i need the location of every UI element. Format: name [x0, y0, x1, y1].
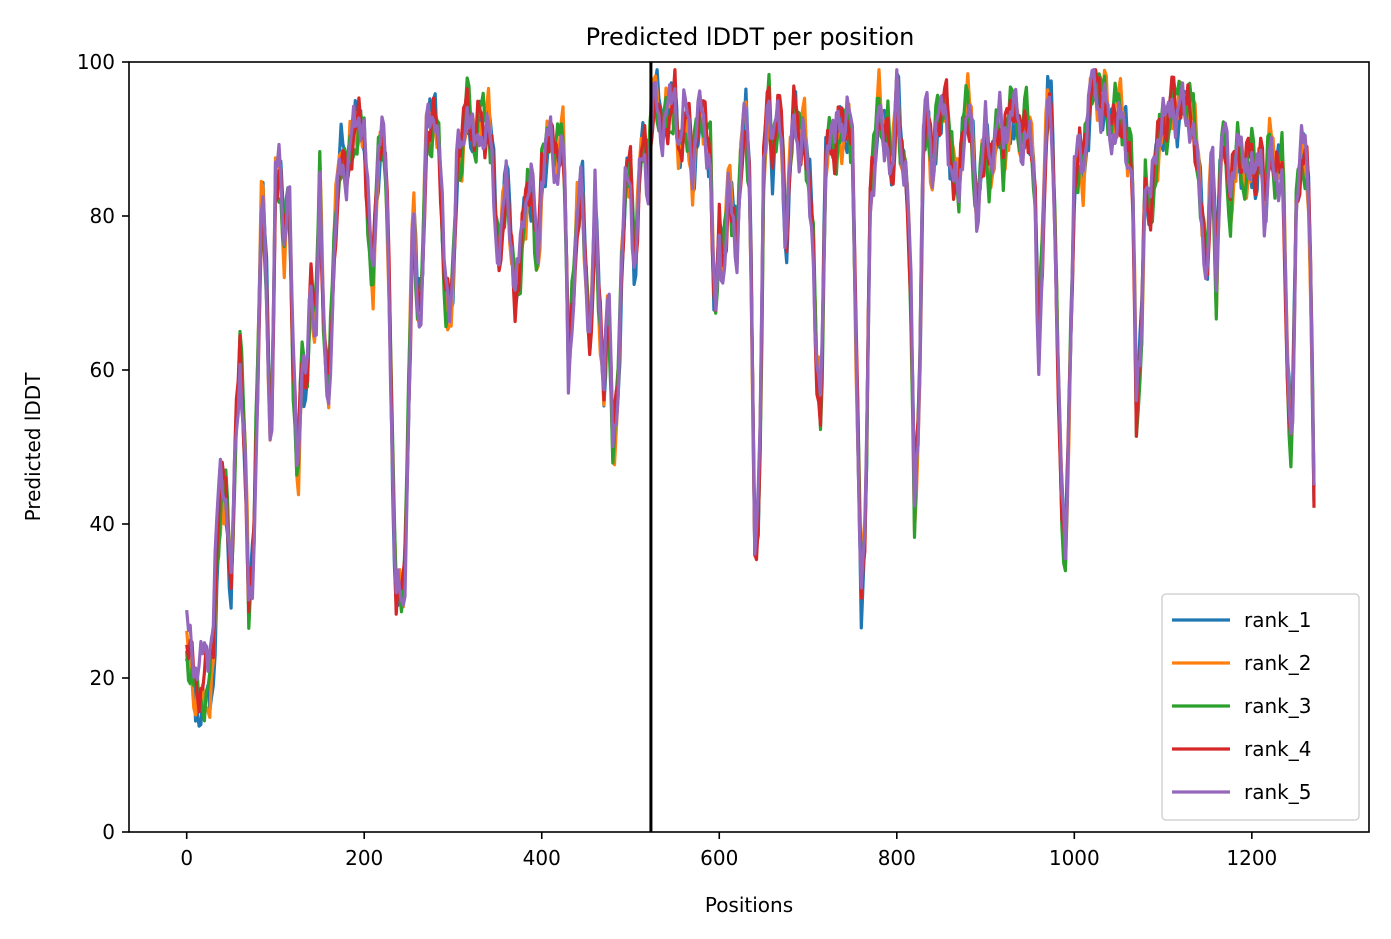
x-tick-label: 0: [180, 846, 193, 870]
x-axis-title: Positions: [705, 893, 793, 917]
axes-layer: 0 200 400 600 800 1000 1200 0 20 40 60 80 100: [77, 50, 1277, 870]
chart-title: Predicted lDDT per position: [586, 23, 915, 51]
y-axis-title: Predicted lDDT: [21, 372, 45, 522]
x-tick-label: 1000: [1049, 846, 1100, 870]
x-tick-label: 600: [700, 846, 738, 870]
y-tick-label: 80: [90, 204, 115, 228]
y-tick-label: 60: [90, 358, 115, 382]
plot-frame: [128, 61, 1370, 833]
y-tick-label: 40: [90, 512, 115, 536]
legend-box: [1161, 593, 1360, 821]
legend: rank_1 rank_2 rank_3 rank_4 rank_5: [1161, 593, 1360, 821]
y-tick-label: 0: [102, 820, 115, 844]
x-tick-label: 1200: [1226, 846, 1277, 870]
series-layer: [185, 68, 1316, 728]
legend-label-rank_5: rank_5: [1244, 780, 1311, 804]
y-tick-label: 20: [90, 666, 115, 690]
series-line-rank_5: [185, 68, 1316, 682]
y-tick-label: 100: [77, 50, 115, 74]
x-tick-label: 400: [523, 846, 561, 870]
legend-label-rank_1: rank_1: [1244, 608, 1311, 632]
x-tick-label: 200: [345, 846, 383, 870]
x-tick-label: 800: [878, 846, 916, 870]
legend-label-rank_3: rank_3: [1244, 694, 1311, 718]
legend-label-rank_4: rank_4: [1244, 737, 1311, 761]
legend-label-rank_2: rank_2: [1244, 651, 1311, 675]
